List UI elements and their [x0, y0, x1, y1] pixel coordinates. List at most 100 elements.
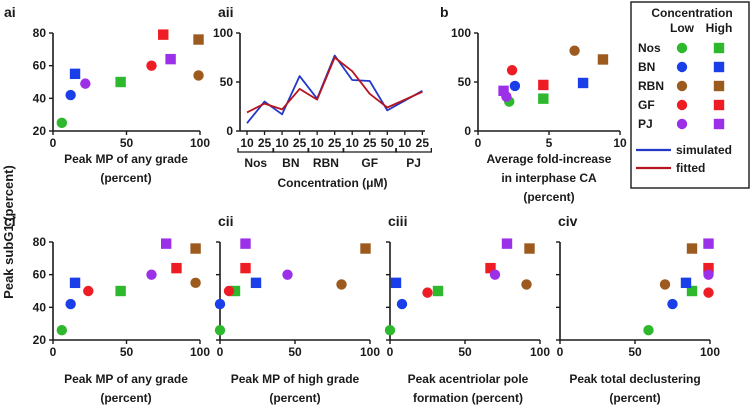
ci-point-pj-high: [160, 238, 172, 249]
civ-point-rbn-high: [686, 243, 698, 254]
civ-point-gf-low: [703, 287, 714, 298]
ciii-x-tick-label: 100: [530, 345, 550, 359]
b-x-tick-label: 5: [546, 136, 553, 150]
aii-x-tick-label: 25: [328, 136, 342, 150]
legend-label-gf: GF: [638, 98, 655, 112]
aii-series-simulated: [246, 54, 423, 124]
civ-point-nos-low: [643, 325, 654, 336]
panel-label-ci: ci: [4, 213, 16, 229]
ai-x-axis-title-line2: (percent): [100, 171, 151, 185]
cii-point-pj-low: [282, 269, 293, 280]
cii-x-tick-label: 50: [288, 345, 302, 359]
legend-low-header: Low: [670, 21, 695, 35]
aii-x-tick-label: 25: [416, 136, 430, 150]
cii-point-rbn-high: [360, 243, 371, 254]
ciii-point-nos-low: [384, 325, 396, 336]
aii-y-tick-label: 0: [226, 124, 233, 138]
legend-label-bn: BN: [638, 60, 655, 74]
ai-point-bn-high: [69, 68, 81, 80]
civ-point-gf-high: [703, 262, 714, 274]
ci-point-nos-low: [56, 325, 68, 336]
b-x-axis-title-line2: in interphase CA: [501, 171, 597, 185]
ai-point-gf-low: [146, 60, 157, 71]
ai-y-tick-label: 40: [33, 91, 47, 105]
legend-marker-gf-low: [676, 99, 688, 111]
legend-marker-gf-high: [713, 99, 725, 111]
aii-series-fitted: [246, 56, 423, 114]
ciii-x-axis-title-line2: formation (percent): [413, 391, 523, 405]
ci-x-axis-title-line1: Peak MP of any grade: [64, 372, 188, 386]
b-x-tick-label: 10: [613, 136, 627, 150]
b-y-tick-label: 50: [458, 75, 472, 89]
ai-y-tick-label: 80: [33, 26, 47, 40]
legend-marker-nos-high: [713, 42, 725, 54]
civ-point-nos-high: [686, 285, 698, 297]
aii-y-tick-label: 50: [220, 75, 234, 89]
cii-point-bn-low: [214, 298, 226, 310]
ciii-point-gf-low: [422, 287, 433, 298]
panel-ci: ci 0 50 100 20 40 60 80 Peak MP of any grade (per…: [4, 213, 210, 405]
aii-x-tick-label: 10: [310, 136, 324, 150]
b-y-tick-label: 0: [464, 124, 471, 138]
panel-label-ai: ai: [4, 4, 16, 20]
b-point-rbn-high: [597, 54, 609, 65]
cii-x-tick-label: 100: [360, 345, 380, 359]
legend-marker-pj-high: [713, 118, 725, 130]
cii-point-nos-low: [214, 325, 226, 336]
ci-point-bn-low: [65, 298, 76, 310]
ai-point-nos-low: [56, 117, 68, 129]
panel-ai: ai 0 50 100 20 40 60 80 Peak MP of any grade (per…: [4, 4, 210, 185]
aii-group-label-pj: PJ: [406, 156, 421, 170]
b-x-axis-title-line3: (percent): [523, 190, 574, 204]
ci-point-rbn-high: [190, 243, 201, 254]
cii-x-axis-title-line1: Peak MP of high grade: [231, 372, 360, 386]
legend-label-pj: PJ: [638, 117, 653, 131]
cii-point-bn-high: [250, 277, 262, 289]
ciii-point-rbn-high: [524, 243, 535, 254]
ci-x-tick-label: 50: [120, 345, 134, 359]
ciii-x-tick-label: 50: [458, 345, 472, 359]
ai-point-bn-low: [65, 89, 76, 101]
civ-point-rbn-low: [659, 279, 671, 290]
legend-label-rbn: RBN: [638, 79, 664, 93]
ai-x-tick-label: 50: [120, 136, 134, 150]
cii-point-gf-low: [223, 285, 235, 297]
cii-point-rbn-low: [336, 279, 347, 290]
legend-frame: [630, 1, 750, 189]
b-x-axis-title-line1: Average fold-increase: [487, 152, 612, 166]
ciii-x-axis-title-line1: Peak acentriolar pole: [408, 372, 529, 386]
legend-marker-pj-low: [676, 118, 688, 130]
civ-point-bn-low: [667, 298, 678, 310]
b-point-bn-low: [509, 80, 521, 92]
aii-x-tick-label: 25: [363, 136, 377, 150]
aii-x-tick-label: 10: [240, 136, 254, 150]
aii-y-tick-label: 100: [213, 26, 233, 40]
b-point-gf-low: [506, 65, 518, 76]
b-point-gf-high: [538, 79, 549, 91]
ci-y-tick-label: 40: [33, 300, 47, 314]
aii-x-tick-label: 10: [275, 136, 289, 150]
panel-label-civ: civ: [558, 213, 578, 229]
panel-label-cii: cii: [218, 213, 234, 229]
ciii-point-rbn-low: [521, 279, 532, 290]
ci-point-gf-low: [83, 285, 94, 297]
legend-label-fitted: fitted: [676, 161, 705, 175]
civ-point-pj-high: [703, 238, 714, 249]
panel-label-aii: aii: [218, 4, 234, 20]
aii-x-tick-label: 10: [346, 136, 360, 150]
ci-point-rbn-low: [190, 277, 201, 289]
ciii-point-bn-low: [396, 298, 408, 310]
civ-point-bn-high: [680, 277, 692, 289]
ci-point-bn-high: [69, 277, 81, 289]
aii-group-label-gf: GF: [361, 156, 378, 170]
legend-marker-bn-low: [676, 61, 688, 73]
ciii-x-tick-label: 0: [387, 345, 394, 359]
civ-x-tick-label: 50: [628, 345, 642, 359]
b-x-tick-label: 0: [475, 136, 482, 150]
ci-x-tick-label: 0: [50, 345, 57, 359]
